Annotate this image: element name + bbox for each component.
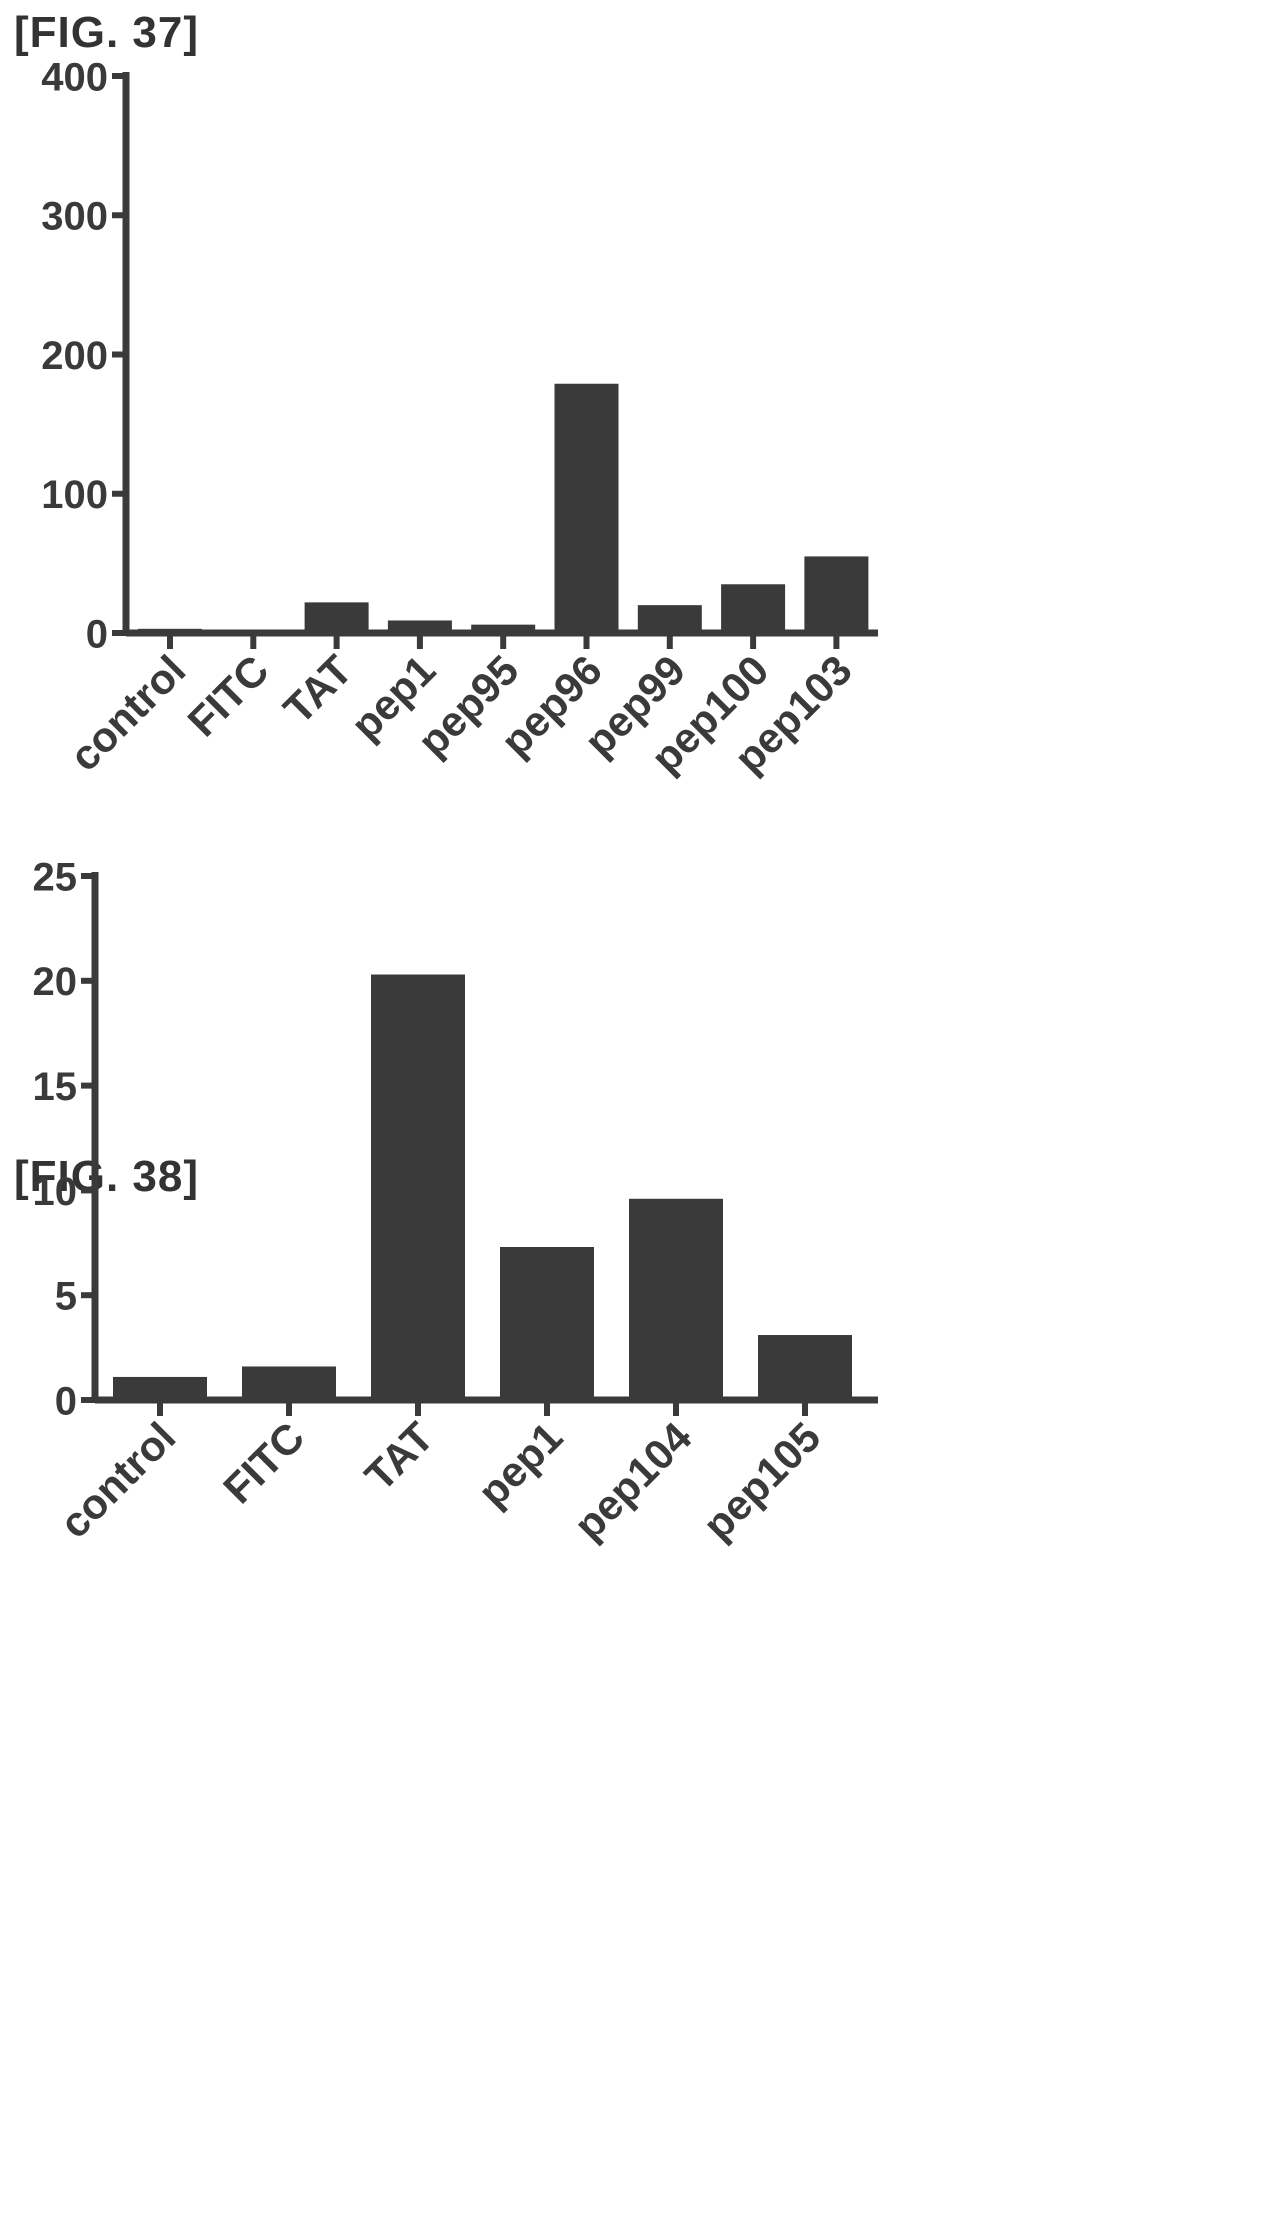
- bar: [387, 620, 452, 633]
- figure-38-label: [FIG. 38]: [14, 1152, 200, 1201]
- y-tick-label: 0: [55, 1379, 77, 1423]
- bar: [371, 974, 465, 1400]
- y-tick-label: 15: [33, 1065, 78, 1109]
- y-tick-label: 25: [33, 855, 78, 899]
- bar: [629, 1198, 723, 1400]
- x-tick-label: pep104: [565, 1413, 701, 1549]
- bar: [304, 602, 369, 633]
- x-tick-label: TAT: [356, 1413, 443, 1500]
- bar: [758, 1335, 852, 1400]
- bar: [721, 584, 786, 633]
- y-tick-label: 5: [55, 1275, 77, 1319]
- x-tick-label: FITC: [178, 646, 277, 745]
- bar: [500, 1246, 594, 1400]
- figure-37-bar-chart: 0100200300400controlFITCTATpep1pep95pep9…: [41, 55, 878, 782]
- x-tick-label: FITC: [214, 1413, 313, 1512]
- bar: [471, 624, 536, 633]
- x-tick-label: control: [60, 646, 194, 780]
- x-tick-label: pep105: [694, 1413, 830, 1549]
- y-tick-label: 300: [41, 195, 108, 239]
- bar: [113, 1376, 207, 1400]
- bar: [242, 1366, 336, 1400]
- y-tick-label: 200: [41, 334, 108, 378]
- bar: [138, 628, 202, 633]
- y-tick-label: 10: [33, 1170, 78, 1214]
- y-tick-label: 100: [41, 473, 108, 517]
- x-tick-label: control: [50, 1413, 184, 1547]
- y-tick-label: 20: [33, 960, 78, 1004]
- x-tick-label: pep1: [469, 1413, 572, 1516]
- figure-37-label: [FIG. 37]: [14, 8, 200, 57]
- y-tick-label: 0: [86, 612, 108, 656]
- bar: [804, 556, 869, 633]
- bar: [554, 383, 619, 633]
- y-tick-label: 400: [41, 55, 108, 99]
- bar: [637, 605, 702, 633]
- bar: [221, 630, 286, 633]
